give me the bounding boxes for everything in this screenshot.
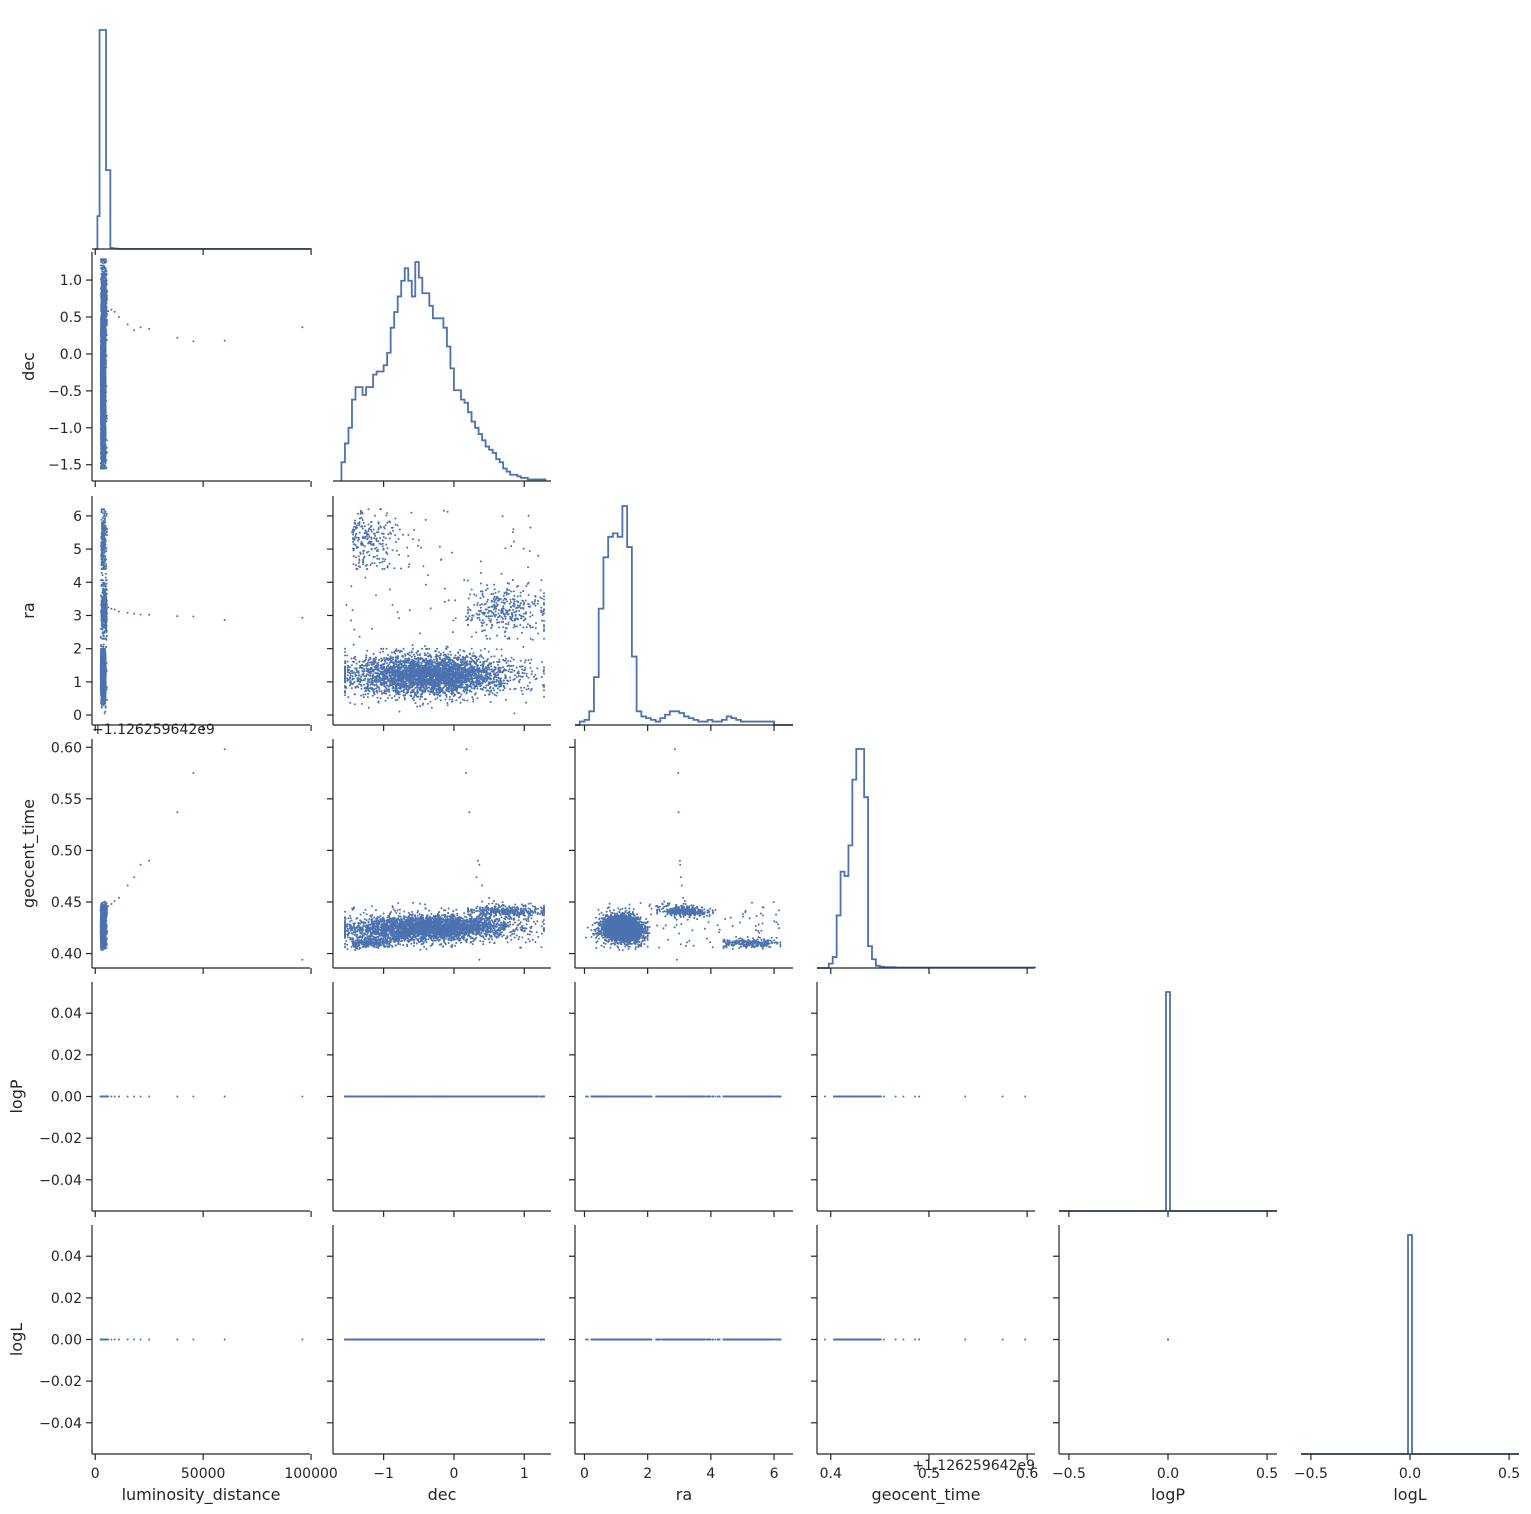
sample-point [105,268,107,270]
sample-point [106,284,108,286]
histogram-luminosity_distance [95,30,311,249]
scatter-points [100,258,304,469]
sample-point [102,262,104,264]
panel-luminosity_distance-vs-luminosity_distance [92,30,311,255]
panel-dec-vs-luminosity_distance: −1.5−1.0−0.50.00.51.0 [48,252,311,487]
